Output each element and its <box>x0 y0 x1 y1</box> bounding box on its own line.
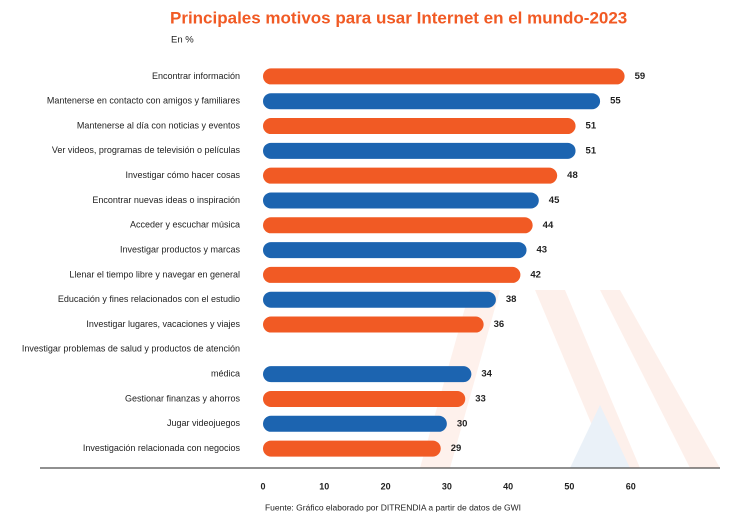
category-label: Investigar lugares, vacaciones y viajes <box>86 319 240 329</box>
x-tick-label: 40 <box>503 481 513 491</box>
bar <box>263 415 447 432</box>
value-label: 34 <box>481 369 492 380</box>
bar <box>263 217 533 234</box>
value-label: 33 <box>475 393 486 404</box>
x-tick-label: 10 <box>319 481 329 491</box>
value-label: 43 <box>537 245 548 256</box>
category-label: Investigar problemas de salud y producto… <box>22 344 240 354</box>
x-tick-label: 50 <box>564 481 574 491</box>
value-label: 36 <box>494 319 505 330</box>
value-label: 29 <box>451 443 462 454</box>
value-label: 38 <box>506 294 517 305</box>
bar <box>263 93 601 110</box>
category-label: Investigar cómo hacer cosas <box>125 170 240 180</box>
bar <box>263 142 576 159</box>
category-label: Mantenerse en contacto con amigos y fami… <box>47 96 241 106</box>
bar <box>263 440 441 457</box>
category-label: Investigar productos y marcas <box>120 244 241 254</box>
bar <box>263 316 484 333</box>
category-label: Ver videos, programas de televisión o pe… <box>52 145 241 155</box>
subtitle: En % <box>171 35 194 46</box>
x-tick-label: 20 <box>381 481 391 491</box>
value-label: 44 <box>543 220 554 231</box>
bar <box>263 266 521 283</box>
value-label: 30 <box>457 418 468 429</box>
bar <box>263 390 466 407</box>
category-label: médica <box>211 369 240 379</box>
category-label: Gestionar finanzas y ahorros <box>125 393 241 403</box>
x-tick-label: 60 <box>626 481 636 491</box>
bar <box>263 366 472 383</box>
value-label: 48 <box>567 170 578 181</box>
category-label: Encontrar información <box>152 71 240 81</box>
category-label: Encontrar nuevas ideas o inspiración <box>92 195 240 205</box>
bar <box>263 118 576 135</box>
category-label: Llenar el tiempo libre y navegar en gene… <box>69 269 240 279</box>
bar <box>263 167 558 184</box>
value-label: 51 <box>586 121 597 132</box>
source: Fuente: Gráfico elaborado por DITRENDIA … <box>265 502 521 512</box>
value-label: 42 <box>530 269 541 280</box>
category-label: Acceder y escuchar música <box>130 220 240 230</box>
bar <box>263 291 496 308</box>
category-label: Jugar videojuegos <box>167 418 241 428</box>
value-label: 55 <box>610 96 621 107</box>
category-label: Investigación relacionada con negocios <box>83 443 241 453</box>
x-tick-label: 0 <box>260 481 265 491</box>
value-label: 45 <box>549 195 560 206</box>
value-label: 51 <box>586 145 597 156</box>
value-label: 59 <box>635 71 646 82</box>
category-label: Educación y fines relacionados con el es… <box>58 294 240 304</box>
bar <box>263 242 527 259</box>
x-tick-label: 30 <box>442 481 452 491</box>
category-label: Mantenerse al día con noticias y eventos <box>77 120 241 130</box>
bar <box>263 68 625 85</box>
chart-title: Principales motivos para usar Internet e… <box>170 8 627 27</box>
bar <box>263 192 539 209</box>
